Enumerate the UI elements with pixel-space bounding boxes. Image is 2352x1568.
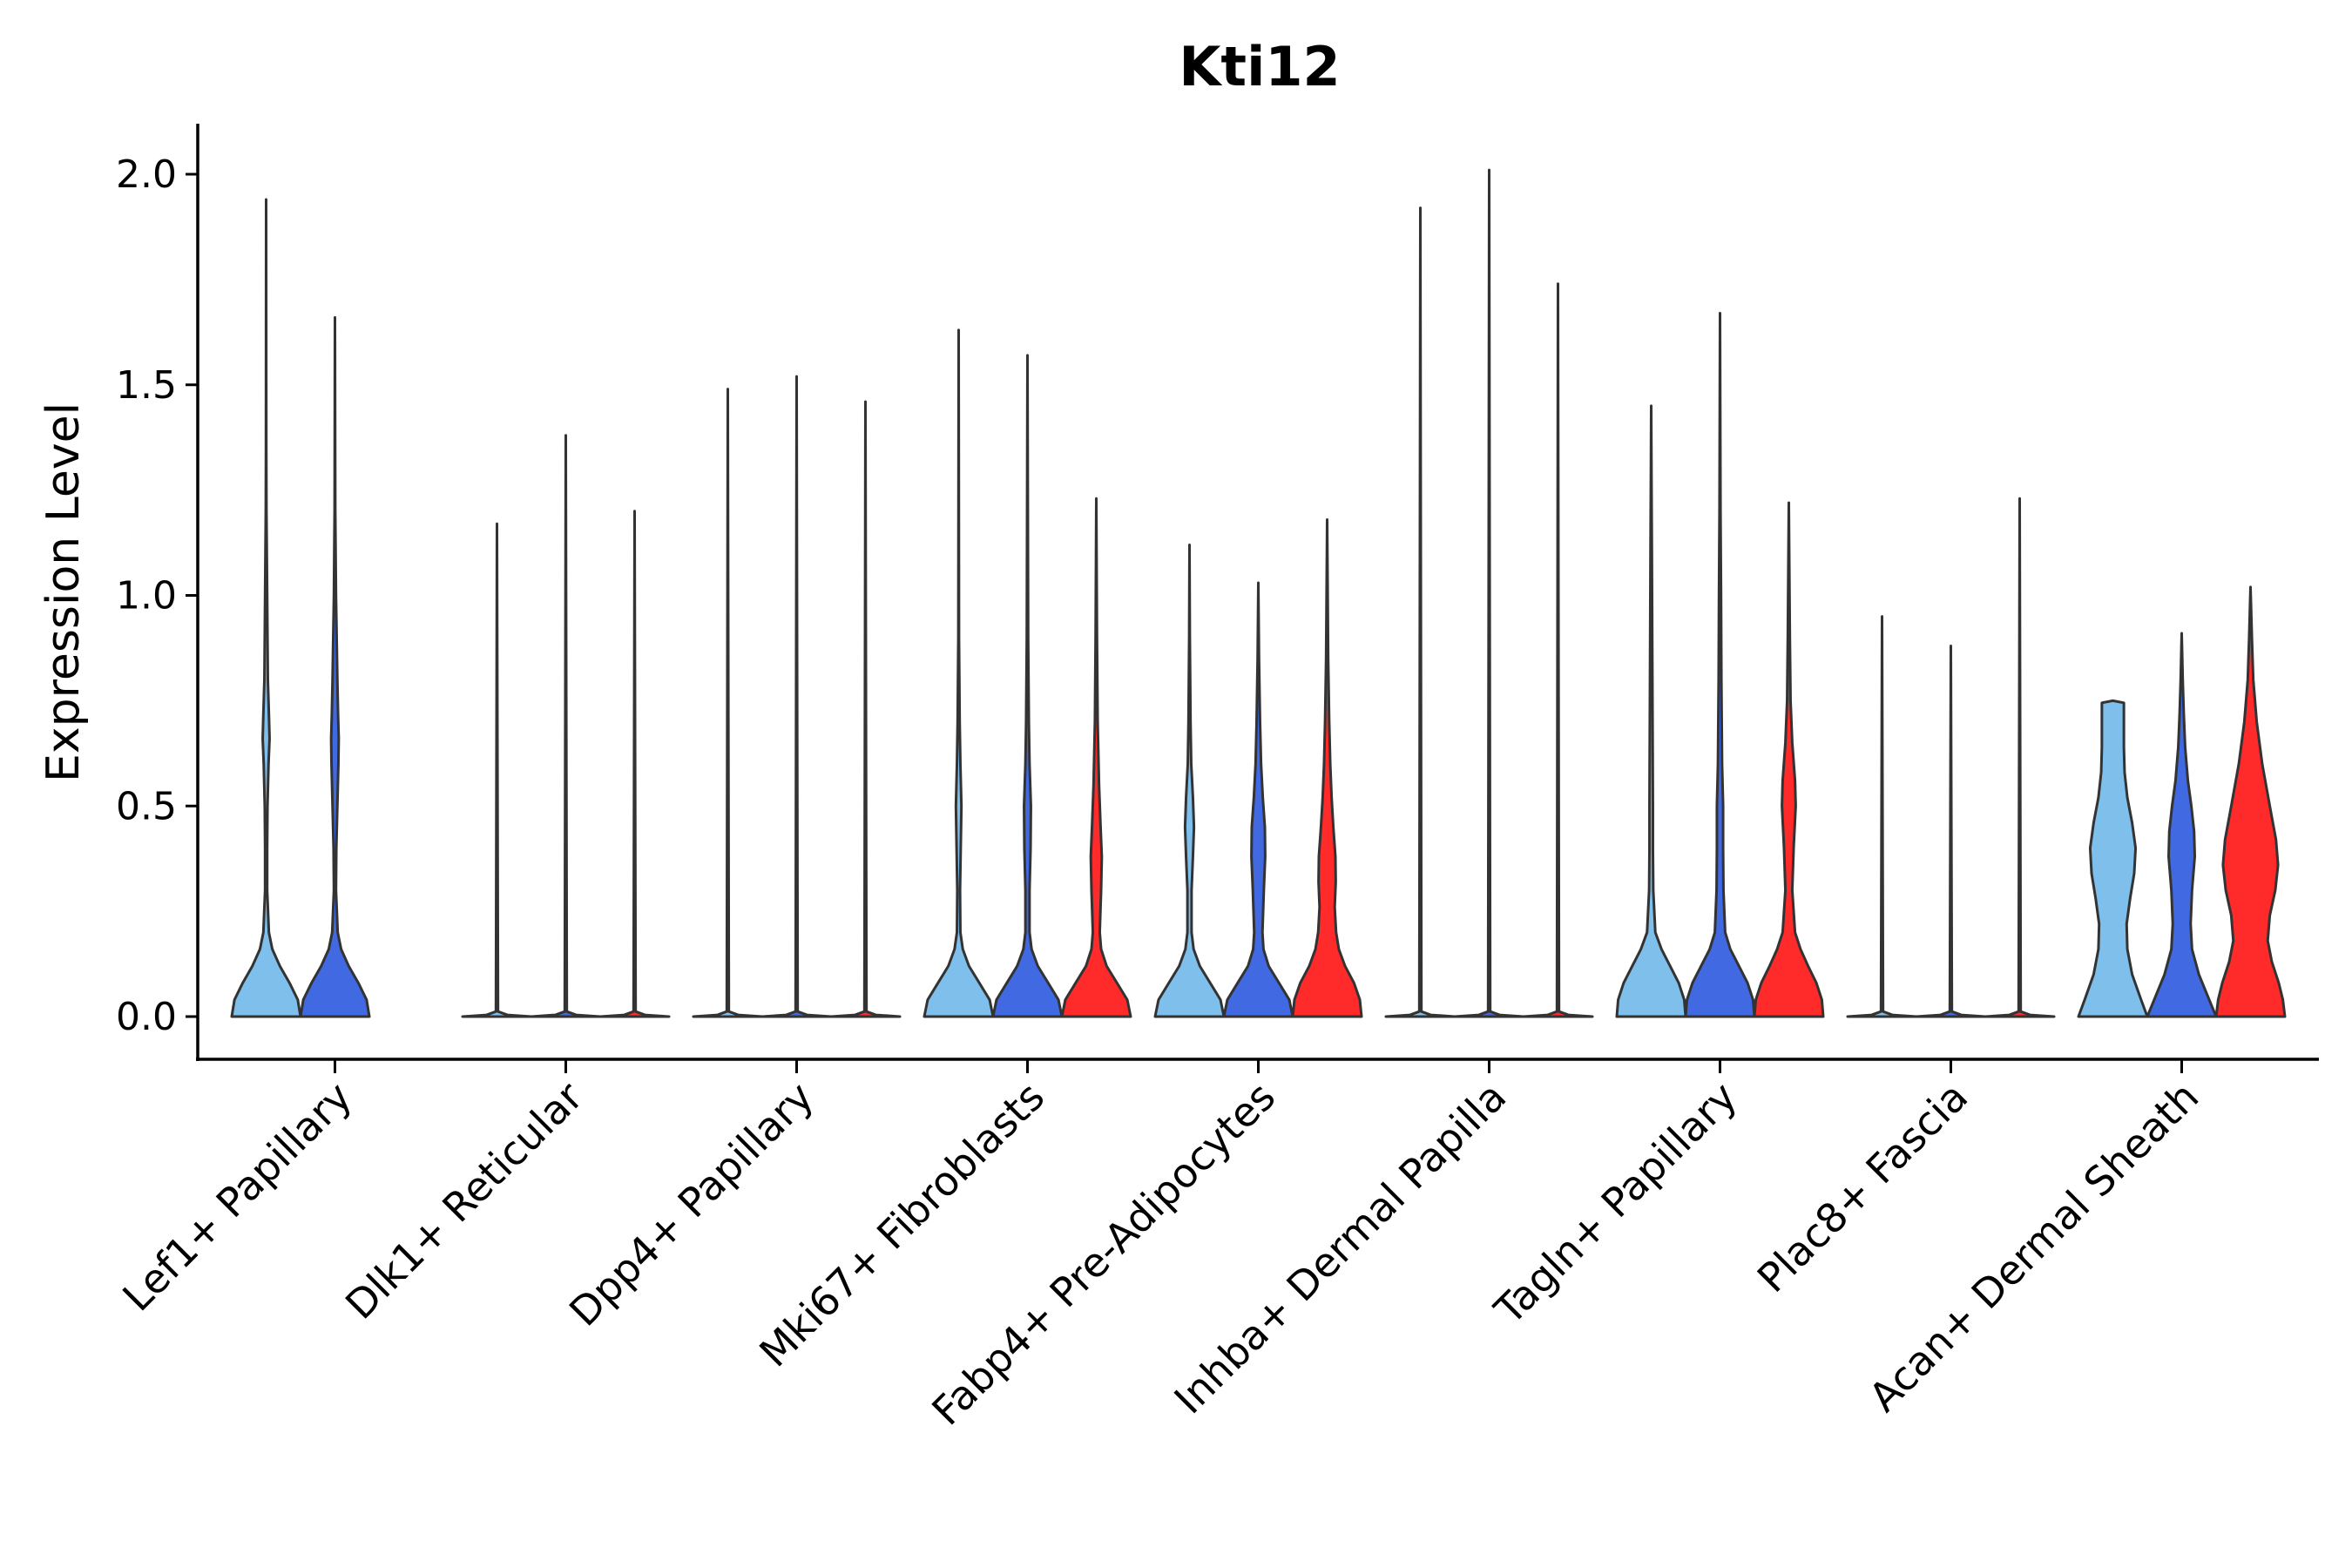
violin-8-series-2: [1915, 645, 1987, 1018]
y-axis-label: Expression Level: [37, 402, 90, 782]
x-tick-label: Dpp4+ Papillary: [560, 1073, 822, 1335]
y-tick-label: 1.5: [116, 363, 177, 408]
violin-4-series-1: [923, 328, 995, 1018]
violin-4-series-2: [991, 354, 1064, 1018]
y-tick-label: 0.0: [116, 995, 177, 1039]
violin-2-series-3: [598, 510, 671, 1018]
violin-7-series-2: [1684, 312, 1756, 1018]
violin-6-series-2: [1453, 168, 1525, 1018]
y-tick-label: 1.0: [116, 574, 177, 618]
violin-3-series-2: [760, 375, 833, 1018]
violin-9-series-3: [2214, 585, 2287, 1018]
violin-6-series-3: [1522, 282, 1594, 1018]
x-tick-label: Lef1+ Papillary: [113, 1073, 361, 1321]
violin-3-series-1: [692, 388, 764, 1018]
x-tick-label: Dlk1+ Reticular: [336, 1073, 591, 1328]
violin-1-series-2: [299, 315, 371, 1018]
violin-3-series-3: [829, 400, 902, 1018]
violin-5-series-3: [1291, 517, 1363, 1018]
x-tick-label: Tagln+ Papillary: [1485, 1073, 1747, 1335]
violin-6-series-1: [1384, 206, 1456, 1018]
violin-8-series-3: [1984, 497, 2056, 1018]
violin-5-series-1: [1153, 543, 1226, 1018]
violin-8-series-1: [1846, 615, 1918, 1018]
y-ticks: 0.0 0.5 1.0 1.5 2.0: [116, 152, 198, 1039]
violin-2-series-2: [530, 434, 602, 1018]
y-tick-label: 2.0: [116, 152, 177, 197]
violin-7-series-1: [1615, 404, 1687, 1018]
y-tick-label: 0.5: [116, 784, 177, 828]
violin-9-series-1: [2077, 699, 2149, 1018]
violin-2-series-1: [461, 522, 533, 1018]
violin-7-series-3: [1753, 501, 1825, 1018]
violin-5-series-2: [1222, 581, 1294, 1018]
chart-title: Kti12: [1179, 35, 1340, 98]
violin-9-series-2: [2146, 632, 2218, 1018]
violins-layer: [230, 168, 2287, 1018]
violin-1-series-1: [230, 198, 302, 1018]
x-tick-label: Plac8+ Fascia: [1748, 1073, 1977, 1301]
violin-4-series-3: [1060, 497, 1132, 1018]
